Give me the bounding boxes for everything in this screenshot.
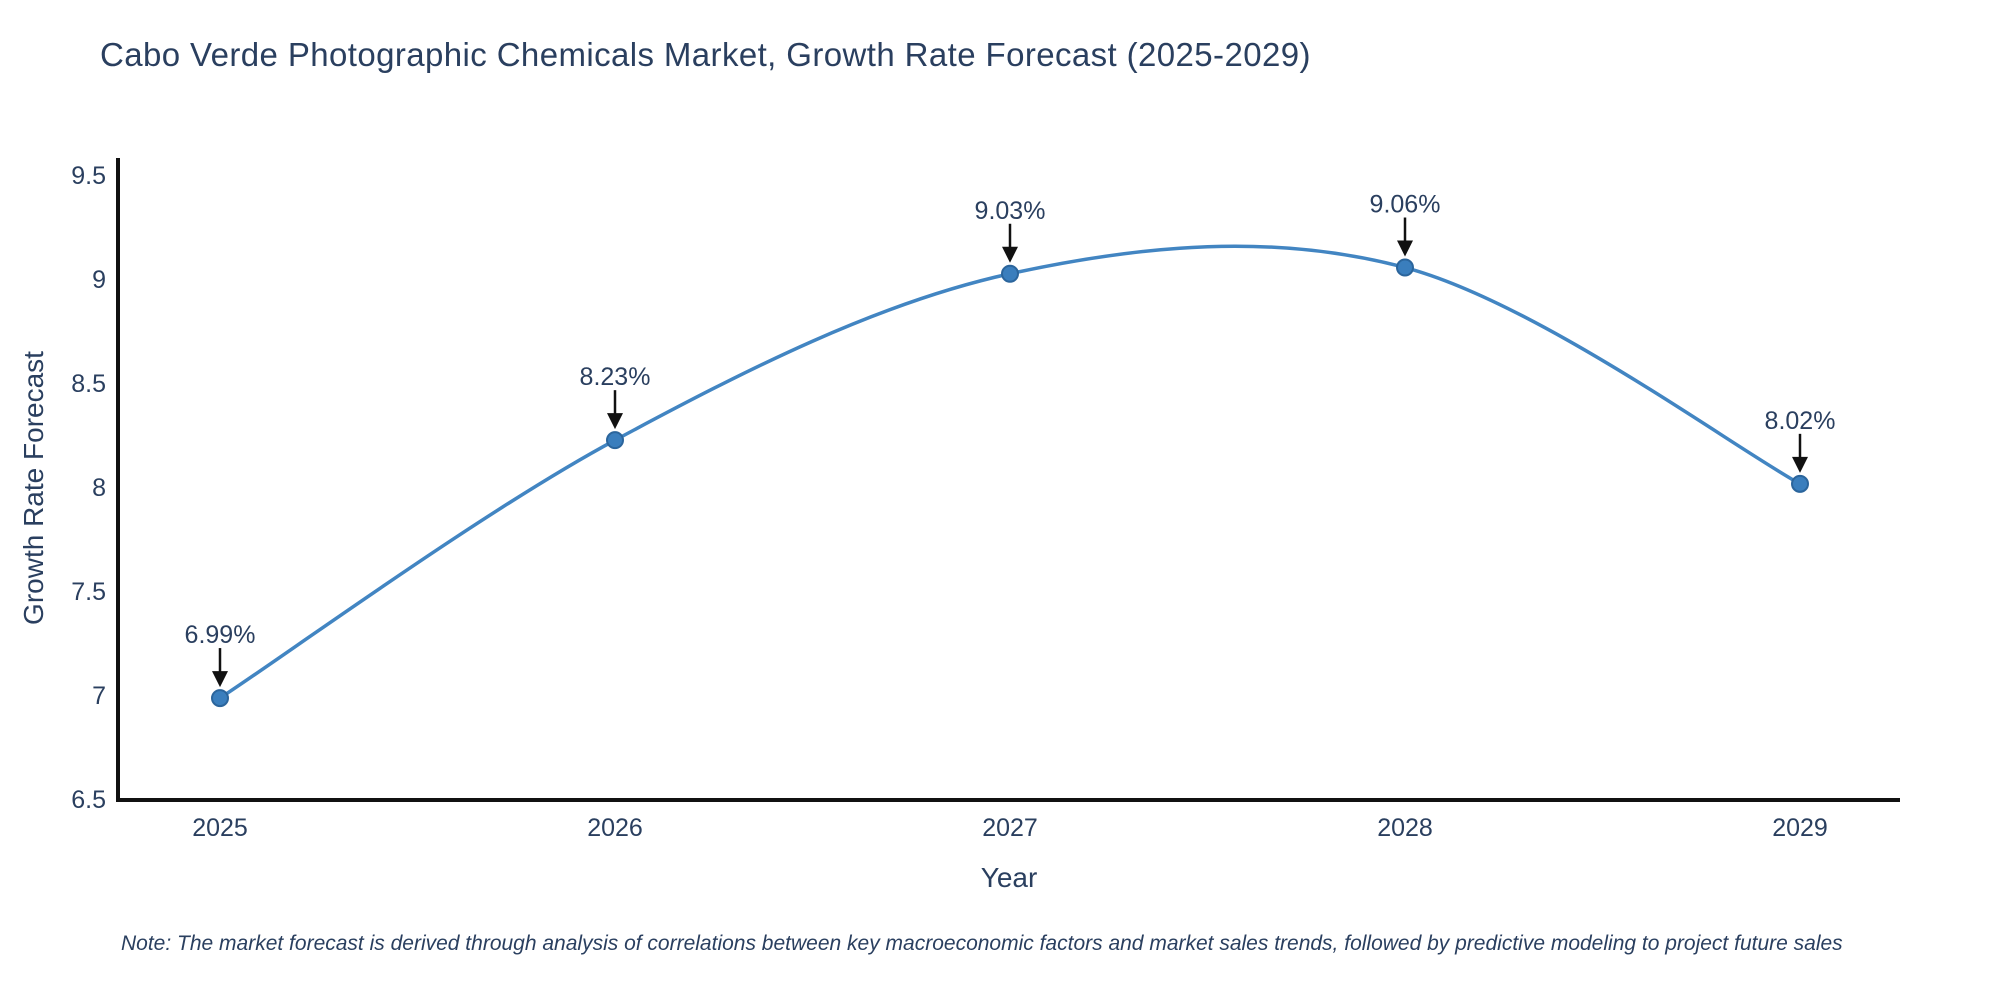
data-point-marker[interactable] (211, 689, 229, 708)
y-tick-label: 9.5 (71, 162, 106, 190)
y-tick-label: 9 (92, 266, 106, 294)
x-tick-label: 2027 (982, 814, 1038, 842)
data-point-label: 8.23% (580, 363, 651, 391)
chart-title: Cabo Verde Photographic Chemicals Market… (100, 36, 1311, 73)
annotation-arrowhead-icon (607, 413, 623, 430)
x-tick-label: 2026 (587, 814, 643, 842)
x-tick-label: 2029 (1772, 814, 1828, 842)
x-tick-label: 2028 (1377, 814, 1433, 842)
forecast-line (218, 244, 1802, 700)
data-point-marker[interactable] (1396, 258, 1414, 277)
data-point-label: 8.02% (1765, 407, 1836, 435)
data-point-marker[interactable] (1001, 264, 1019, 283)
y-tick-label: 8 (92, 474, 106, 502)
data-point-marker[interactable] (606, 431, 624, 450)
x-axis-title: Year (980, 862, 1038, 893)
data-point-label: 9.03% (975, 197, 1046, 225)
y-tick-label: 8.5 (71, 370, 106, 398)
footnote: Note: The market forecast is derived thr… (121, 932, 1843, 955)
annotation-arrowhead-icon (212, 671, 228, 688)
annotation-arrowhead-icon (1397, 240, 1413, 257)
y-tick-label: 6.5 (71, 786, 106, 814)
data-point-marker[interactable] (1791, 474, 1809, 493)
x-tick-label: 2025 (192, 814, 248, 842)
annotation-arrowhead-icon (1792, 456, 1808, 473)
annotation-arrowhead-icon (1002, 246, 1018, 263)
y-tick-label: 7 (92, 682, 106, 710)
data-point-label: 9.06% (1370, 191, 1441, 219)
y-axis-title: Growth Rate Forecast (18, 351, 49, 625)
y-tick-label: 7.5 (71, 578, 106, 606)
data-point-label: 6.99% (185, 621, 256, 649)
